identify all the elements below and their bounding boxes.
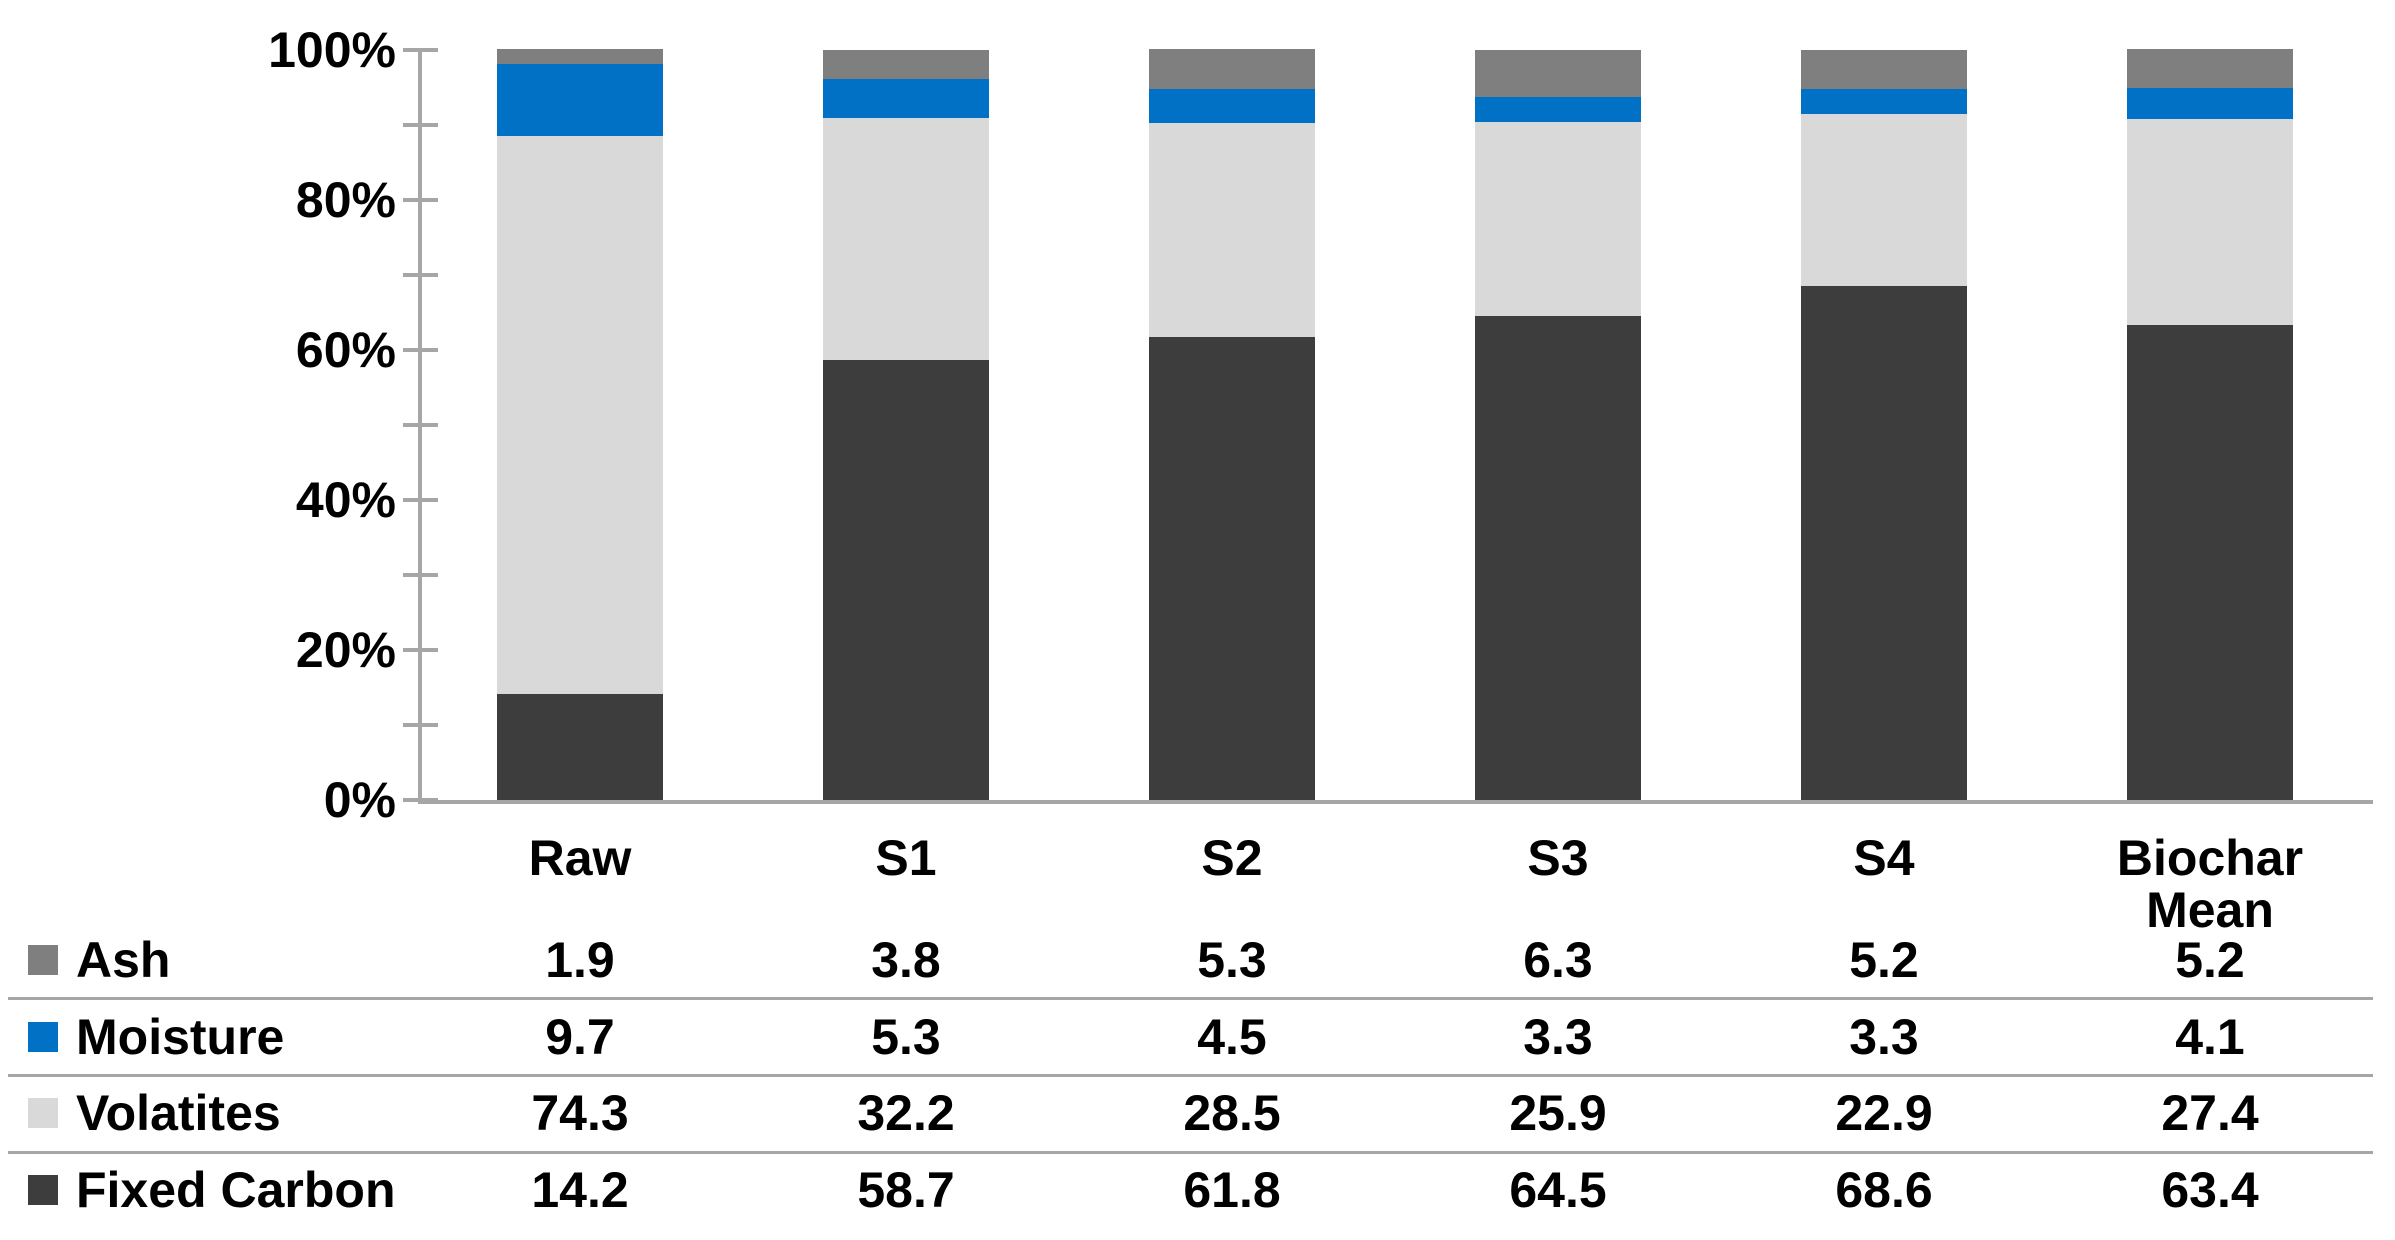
bar-segment-volatites <box>1475 122 1641 317</box>
table-value-volatites: 27.4 <box>2161 1085 2259 1141</box>
category-label: Raw <box>528 830 632 886</box>
table-value-moisture: 5.3 <box>871 1009 941 1065</box>
table-value-fixed-carbon: 14.2 <box>531 1162 629 1218</box>
bar-segment-fixed-carbon <box>497 693 663 800</box>
bar-segment-ash <box>2127 49 2293 89</box>
legend-label-volatites: Volatites <box>76 1085 281 1141</box>
y-axis-tick <box>403 273 438 277</box>
legend-label-ash: Ash <box>76 932 171 988</box>
table-value-volatites: 74.3 <box>531 1085 629 1141</box>
legend-swatch-volatites <box>28 1098 58 1128</box>
bar-segment-volatites <box>823 118 989 360</box>
y-axis-tick-label: 0% <box>323 772 396 828</box>
table-value-ash: 5.3 <box>1197 932 1267 988</box>
bar-segment-volatites <box>1801 113 1967 286</box>
y-axis-tick <box>403 48 438 52</box>
y-axis-tick <box>403 573 438 577</box>
y-axis-tick <box>403 423 438 427</box>
bar-segment-ash <box>823 50 989 79</box>
y-axis-tick-label: 40% <box>295 472 396 528</box>
category-label: S2 <box>1201 830 1263 886</box>
y-axis-tick <box>403 123 438 127</box>
table-value-fixed-carbon: 64.5 <box>1509 1162 1607 1218</box>
table-value-ash: 5.2 <box>1849 932 1919 988</box>
bar-segment-fixed-carbon <box>1149 336 1315 800</box>
legend-label-moisture: Moisture <box>76 1009 285 1065</box>
table-value-fixed-carbon: 63.4 <box>2161 1162 2259 1218</box>
table-value-fixed-carbon: 68.6 <box>1835 1162 1933 1218</box>
table-value-volatites: 32.2 <box>857 1085 955 1141</box>
y-axis-tick <box>403 648 438 652</box>
y-axis-tick <box>403 348 438 352</box>
bar-segment-moisture <box>823 78 989 119</box>
y-axis-tick <box>403 723 438 727</box>
category-label: S3 <box>1527 830 1589 886</box>
table-value-ash: 1.9 <box>545 932 615 988</box>
table-value-ash: 6.3 <box>1523 932 1593 988</box>
bar-segment-ash <box>1475 50 1641 98</box>
table-value-moisture: 9.7 <box>545 1009 615 1065</box>
bar-segment-fixed-carbon <box>823 359 989 800</box>
legend-label-fixed-carbon: Fixed Carbon <box>76 1162 396 1218</box>
bar-segment-moisture <box>497 63 663 137</box>
y-axis-tick-label: 60% <box>295 322 396 378</box>
table-value-moisture: 4.5 <box>1197 1009 1267 1065</box>
table-value-moisture: 3.3 <box>1523 1009 1593 1065</box>
category-label: S1 <box>875 830 937 886</box>
table-row-separator <box>8 1151 2373 1154</box>
table-value-moisture: 3.3 <box>1849 1009 1919 1065</box>
category-label: Biochar Mean <box>2116 830 2304 938</box>
y-axis-tick <box>403 498 438 502</box>
table-value-volatites: 22.9 <box>1835 1085 1933 1141</box>
table-row-separator <box>8 997 2373 1000</box>
table-value-ash: 5.2 <box>2175 932 2245 988</box>
bar-segment-volatites <box>2127 119 2293 325</box>
table-value-moisture: 4.1 <box>2175 1009 2245 1065</box>
legend-swatch-ash <box>28 945 58 975</box>
legend-swatch-fixed-carbon <box>28 1175 58 1205</box>
y-axis-tick-label: 20% <box>295 622 396 678</box>
bar-segment-volatites <box>497 136 663 694</box>
legend-swatch-moisture <box>28 1022 58 1052</box>
y-axis-tick-label: 100% <box>268 22 396 78</box>
bar-segment-fixed-carbon <box>2127 324 2293 800</box>
bar-segment-moisture <box>1149 89 1315 123</box>
bar-segment-fixed-carbon <box>1801 285 1967 800</box>
bar-segment-ash <box>497 49 663 64</box>
bar-segment-ash <box>1149 49 1315 89</box>
table-value-fixed-carbon: 61.8 <box>1183 1162 1281 1218</box>
table-value-volatites: 25.9 <box>1509 1085 1607 1141</box>
bar-segment-fixed-carbon <box>1475 316 1641 800</box>
bar-segment-moisture <box>2127 88 2293 119</box>
y-axis-tick-label: 80% <box>295 172 396 228</box>
category-label: S4 <box>1853 830 1915 886</box>
bar-segment-ash <box>1801 50 1967 89</box>
bar-segment-moisture <box>1801 89 1967 114</box>
bar-segment-volatites <box>1149 122 1315 337</box>
table-value-volatites: 28.5 <box>1183 1085 1281 1141</box>
table-value-fixed-carbon: 58.7 <box>857 1162 955 1218</box>
table-row-separator <box>8 1074 2373 1077</box>
y-axis-tick <box>403 198 438 202</box>
table-value-ash: 3.8 <box>871 932 941 988</box>
x-axis-line <box>418 800 2373 804</box>
bar-segment-moisture <box>1475 97 1641 122</box>
